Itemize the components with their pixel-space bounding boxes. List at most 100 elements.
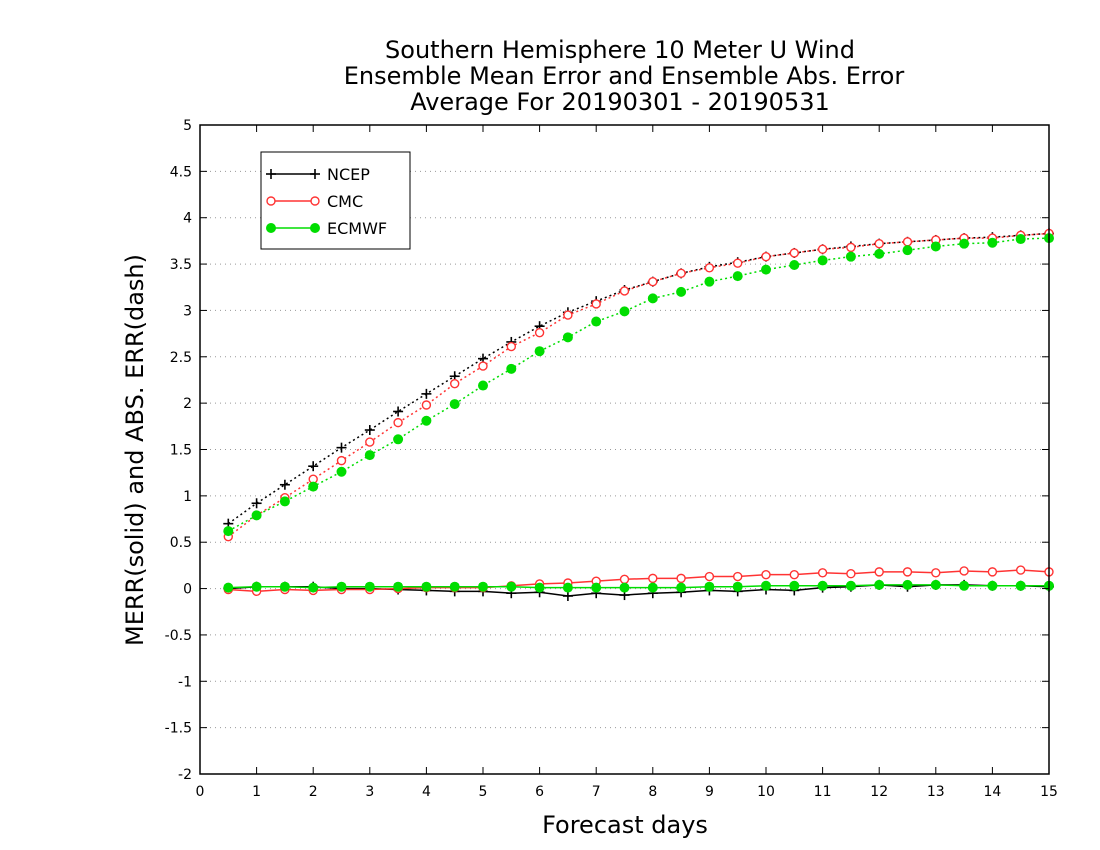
mean-error-point [279, 581, 290, 592]
x-tick-label: 5 [479, 784, 488, 800]
abs-error-point [450, 378, 460, 389]
legend-item-ecmwf: ECMWF [266, 219, 387, 238]
abs-error-point [1015, 234, 1026, 245]
abs-error-point [421, 415, 432, 426]
mean-error-point [732, 581, 743, 592]
y-tick-label: 1.5 [170, 443, 192, 459]
abs-error-point [874, 238, 884, 249]
y-tick-label: -1 [178, 674, 192, 690]
mean-error-point [648, 573, 658, 584]
abs-error-point [279, 496, 290, 507]
abs-error-point [336, 466, 347, 477]
legend-item-cmc: CMC [266, 192, 363, 211]
abs-error-point [817, 255, 828, 266]
abs-error-point [308, 481, 319, 492]
y-tick-label: 0 [183, 582, 192, 598]
abs-error-point [279, 479, 290, 490]
mean-error-point [647, 582, 658, 593]
abs-error-point [732, 271, 743, 282]
mean-error-point [449, 581, 460, 592]
abs-error-point [733, 258, 743, 268]
mean-error-point [308, 582, 319, 593]
y-tick-label: 4 [183, 211, 192, 227]
abs-error-point [478, 361, 488, 371]
legend-marker [310, 196, 320, 206]
mean-error-point [223, 582, 234, 593]
mean-error-point [845, 580, 856, 591]
mean-error-point [987, 567, 998, 577]
abs-error-point [902, 237, 913, 247]
legend-marker [310, 223, 320, 233]
abs-error-point [591, 299, 601, 309]
y-axis: -2 -1.5 -1 -0.5 0 0.5 1 1.5 2 2.5 3 3.5 4 4.5 5 [165, 118, 1049, 783]
mean-error-point [619, 574, 630, 584]
mean-error-point [931, 568, 941, 578]
gridlines [200, 170, 1049, 729]
x-axis: 0 1 2 3 4 5 6 7 8 9 10 11 12 13 14 15 [196, 125, 1058, 800]
x-tick-label: 8 [648, 784, 657, 800]
mean-error-point [761, 569, 771, 580]
mean-error-point [336, 581, 347, 592]
legend-marker [266, 223, 276, 233]
abs-error-point [648, 276, 658, 287]
abs-error-point [336, 442, 347, 453]
mean-error-point [1016, 565, 1026, 575]
mean-error-point [902, 567, 913, 577]
mean-error-point [534, 582, 545, 593]
y-tick-label: 2 [183, 396, 192, 412]
x-tick-label: 11 [814, 784, 832, 800]
mean-error-point [478, 581, 488, 592]
y-tick-label: -1.5 [165, 721, 192, 737]
legend-marker [266, 196, 276, 206]
x-tick-label: 2 [309, 784, 318, 800]
title-line-1: Southern Hemisphere 10 Meter U Wind [385, 36, 855, 64]
x-tick-label: 15 [1040, 784, 1058, 800]
mean-error-point [874, 567, 884, 577]
y-tick-label: 2.5 [170, 350, 192, 366]
y-tick-label: 5 [183, 118, 192, 134]
abs-error-point [874, 248, 885, 259]
legend-label: CMC [327, 192, 363, 211]
abs-error-point [393, 406, 404, 417]
y-tick-label: 1 [183, 489, 192, 505]
abs-error-point [704, 263, 715, 273]
abs-error-point [251, 510, 262, 521]
abs-error-line [227, 232, 1050, 525]
title-line-3: Average For 20190301 - 20190531 [410, 88, 830, 116]
abs-error-point [393, 417, 403, 428]
abs-error-point [393, 434, 404, 445]
y-tick-label: -2 [178, 767, 192, 783]
mean-error-point [902, 579, 913, 590]
mean-error-point [789, 569, 799, 580]
abs-error-point [336, 455, 347, 466]
y-tick-label: 0.5 [170, 535, 192, 551]
mean-error-point [704, 581, 715, 592]
x-tick-label: 4 [422, 784, 431, 800]
y-tick-label: 4.5 [170, 164, 192, 180]
abs-error-point [789, 248, 799, 258]
abs-error-point [251, 498, 262, 509]
mean-error-point [421, 581, 432, 592]
abs-error-point [959, 238, 970, 249]
plot-series [223, 228, 1054, 601]
mean-error-point [562, 582, 573, 593]
series-ecmwf [223, 233, 1054, 593]
mean-error-point [959, 566, 969, 576]
abs-error-point [902, 245, 913, 256]
x-tick-label: 9 [705, 784, 714, 800]
mean-error-point [619, 582, 630, 593]
series-cmc [223, 228, 1054, 597]
mean-error-point [251, 581, 262, 592]
mean-error-point [930, 579, 941, 590]
mean-error-point [987, 580, 998, 591]
x-tick-label: 7 [592, 784, 601, 800]
abs-error-line [227, 237, 1050, 532]
legend-label: NCEP [327, 165, 370, 184]
mean-error-point [364, 581, 375, 592]
legend-marker [310, 169, 320, 179]
abs-error-point [562, 332, 573, 343]
mean-error-point [591, 582, 602, 593]
legend-marker [266, 169, 276, 179]
mean-error-point [874, 579, 885, 590]
abs-error-point [704, 276, 715, 287]
